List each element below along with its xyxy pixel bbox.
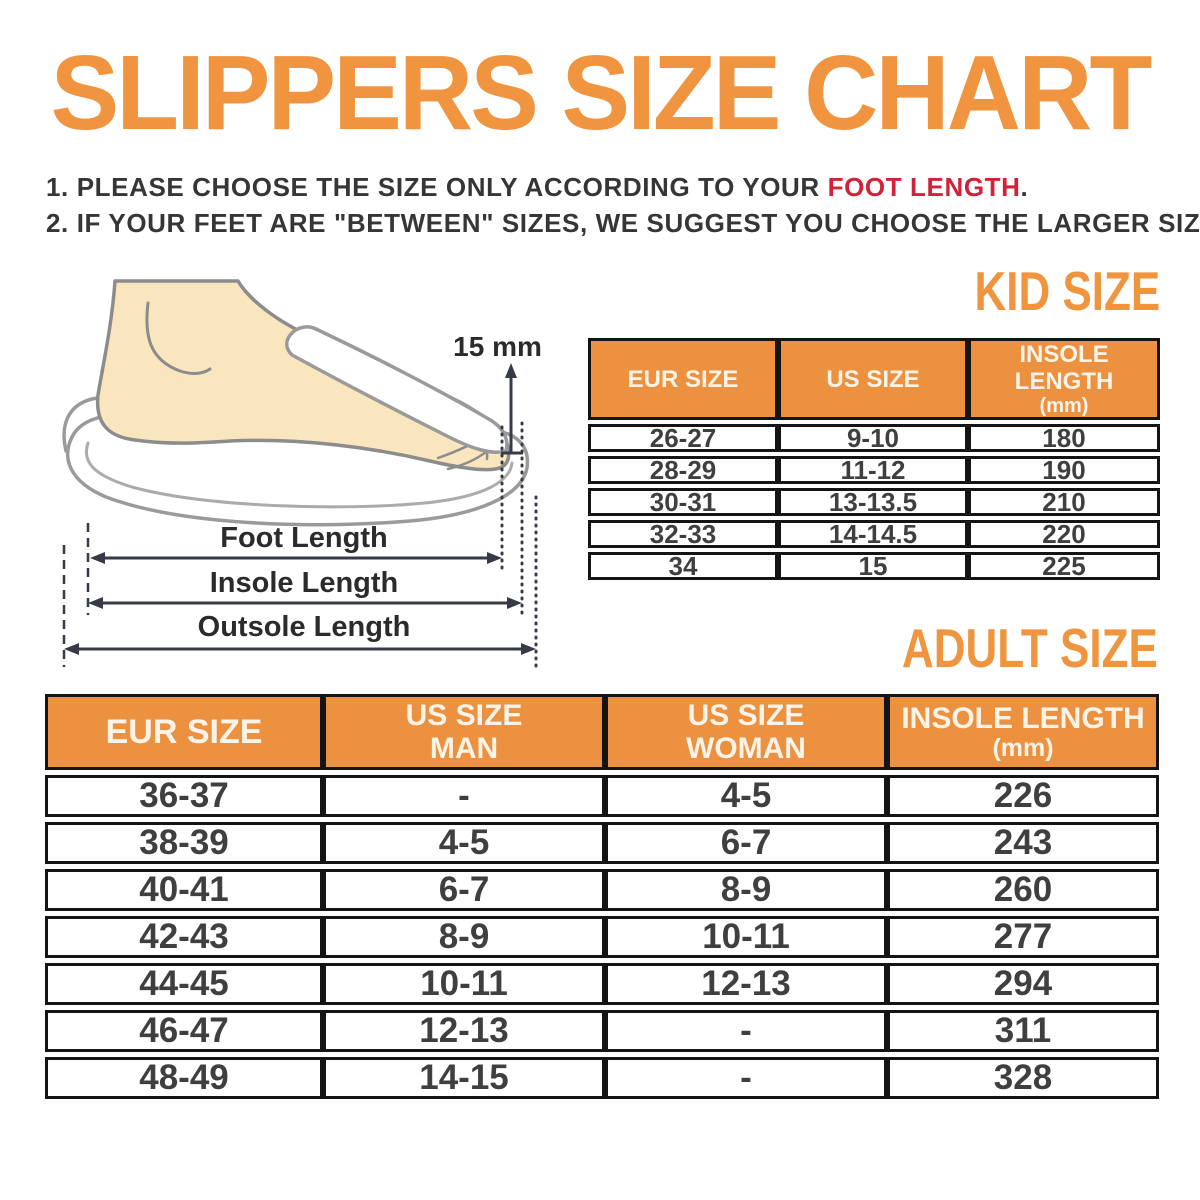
cell: 180 (968, 424, 1160, 452)
table-row: 42-43 8-9 10-11 277 (45, 916, 1159, 958)
table-row: 40-41 6-7 8-9 260 (45, 869, 1159, 911)
cell: - (605, 1010, 887, 1052)
cell: 4-5 (323, 822, 605, 864)
cell: 6-7 (605, 822, 887, 864)
cell: 260 (887, 869, 1159, 911)
foot-length-highlight: FOOT LENGTH (827, 172, 1021, 202)
header-line2: WOMAN (686, 732, 806, 765)
foot-slipper-illustration (62, 279, 538, 669)
foot-measurement-diagram: 15 mm Foot Length Insole Length Outsole … (40, 275, 580, 695)
cell: 26-27 (588, 424, 778, 452)
insole-edge-line (85, 441, 514, 509)
cell: 30-31 (588, 488, 778, 516)
column-header-us-woman: US SIZE WOMAN (605, 694, 887, 770)
cell: 14-15 (323, 1057, 605, 1099)
header-line2: (mm) (1039, 395, 1089, 417)
adult-size-heading: ADULT SIZE (902, 617, 1158, 679)
outsole-length-label: Outsole Length (197, 611, 411, 643)
insole-length-label: Insole Length (209, 567, 399, 599)
column-header-us-man: US SIZE MAN (323, 694, 605, 770)
column-header-eur: EUR SIZE (45, 694, 323, 770)
cell: 11-12 (778, 456, 968, 484)
slipper-and-foot (62, 279, 530, 527)
cell: 28-29 (588, 456, 778, 484)
cell: 210 (968, 488, 1160, 516)
column-header-insole: INSOLE LENGTH (mm) (887, 694, 1159, 770)
table-row: 44-45 10-11 12-13 294 (45, 963, 1159, 1005)
slipper-upper-strap (285, 325, 509, 454)
cell: 40-41 (45, 869, 323, 911)
column-header-us: US SIZE (778, 338, 968, 420)
cell: 15 (778, 552, 968, 580)
cell: 8-9 (323, 916, 605, 958)
table-row: 26-27 9-10 180 (588, 424, 1160, 452)
cell: 48-49 (45, 1057, 323, 1099)
cell: 6-7 (323, 869, 605, 911)
instruction-line-2: 2. IF YOUR FEET ARE "BETWEEN" SIZES, WE … (46, 208, 1200, 238)
header-line2: MAN (429, 732, 499, 765)
cell: 8-9 (605, 869, 887, 911)
foot-length-label: Foot Length (220, 522, 388, 554)
cell: 226 (887, 775, 1159, 817)
cell: 277 (887, 916, 1159, 958)
header-line1: US SIZE (687, 699, 805, 732)
kid-size-table: EUR SIZE US SIZE INSOLE LENGTH (mm) 26-2… (588, 334, 1160, 584)
adult-header-row: EUR SIZE US SIZE MAN US SIZE WOMAN INSOL… (45, 694, 1159, 770)
cell: 36-37 (45, 775, 323, 817)
cell: 328 (887, 1057, 1159, 1099)
cell: 34 (588, 552, 778, 580)
cell: - (605, 1057, 887, 1099)
header-line1: INSOLE LENGTH (901, 702, 1145, 735)
cell: 32-33 (588, 520, 778, 548)
cell: 44-45 (45, 963, 323, 1005)
table-row: 46-47 12-13 - 311 (45, 1010, 1159, 1052)
gap-15mm-label: 15 mm (453, 331, 542, 362)
cell: 14-14.5 (778, 520, 968, 548)
cell: 294 (887, 963, 1159, 1005)
table-row: 36-37 - 4-5 226 (45, 775, 1159, 817)
cell: 4-5 (605, 775, 887, 817)
cell: 243 (887, 822, 1159, 864)
kid-size-heading: KID SIZE (974, 260, 1160, 322)
cell: 13-13.5 (778, 488, 968, 516)
ankle-curve-line (145, 301, 212, 375)
cell: 10-11 (323, 963, 605, 1005)
table-row: 48-49 14-15 - 328 (45, 1057, 1159, 1099)
cell: 220 (968, 520, 1160, 548)
instruction-line-1: 1. PLEASE CHOOSE THE SIZE ONLY ACCORDING… (46, 172, 1029, 202)
cell: - (323, 775, 605, 817)
cell: 225 (968, 552, 1160, 580)
table-row: 32-33 14-14.5 220 (588, 520, 1160, 548)
column-header-insole: INSOLE LENGTH (mm) (968, 338, 1160, 420)
column-header-eur: EUR SIZE (588, 338, 778, 420)
header-line1: US SIZE (405, 699, 523, 732)
table-row: 30-31 13-13.5 210 (588, 488, 1160, 516)
cell: 9-10 (778, 424, 968, 452)
table-row: 38-39 4-5 6-7 243 (45, 822, 1159, 864)
cell: 12-13 (605, 963, 887, 1005)
cell: 10-11 (605, 916, 887, 958)
cell: 42-43 (45, 916, 323, 958)
cell: 311 (887, 1010, 1159, 1052)
header-line1: INSOLE LENGTH (1014, 341, 1114, 395)
kid-header-row: EUR SIZE US SIZE INSOLE LENGTH (mm) (588, 338, 1160, 420)
table-row: 28-29 11-12 190 (588, 456, 1160, 484)
table-row: 34 15 225 (588, 552, 1160, 580)
cell: 12-13 (323, 1010, 605, 1052)
header-line2: (mm) (992, 734, 1054, 762)
gap-arrowhead (505, 363, 517, 378)
page-title: SLIPPERS SIZE CHART (50, 34, 1153, 152)
adult-size-table: EUR SIZE US SIZE MAN US SIZE WOMAN INSOL… (45, 689, 1159, 1104)
cell: 46-47 (45, 1010, 323, 1052)
cell: 38-39 (45, 822, 323, 864)
cell: 190 (968, 456, 1160, 484)
dimension-lines (62, 363, 538, 669)
foot-shape (95, 279, 511, 472)
